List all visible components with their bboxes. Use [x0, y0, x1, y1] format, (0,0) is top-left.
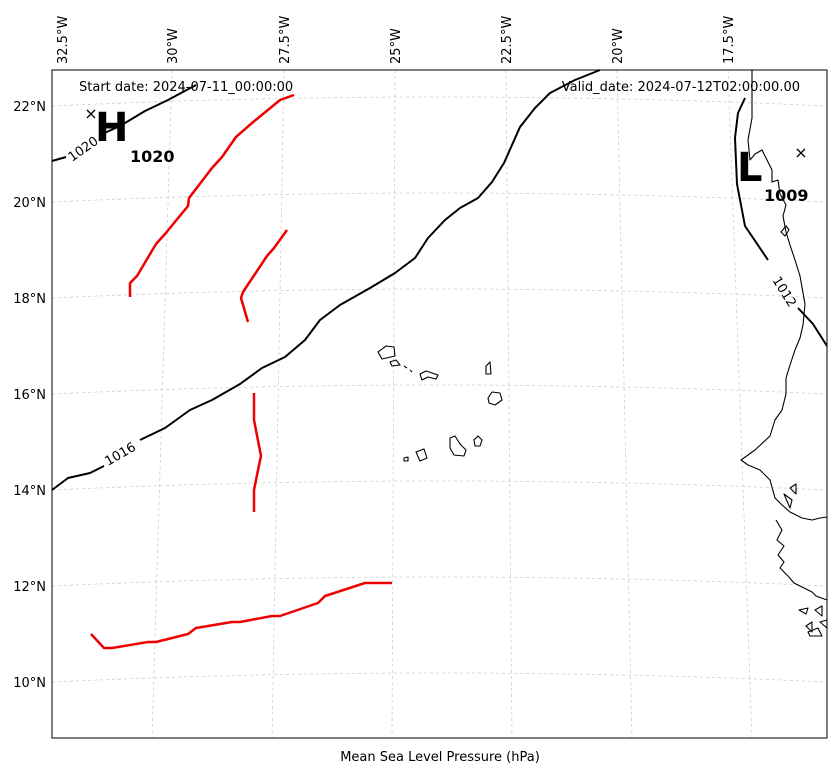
lat-tick-14n: 14°N	[13, 484, 46, 499]
isobar-label-1020: 1020	[66, 134, 102, 165]
island-santiago	[449, 435, 467, 457]
map-caption: Mean Sea Level Pressure (hPa)	[340, 750, 540, 765]
parallel-12n	[51, 576, 828, 587]
fronts	[90, 93, 392, 650]
island-maio	[473, 435, 483, 447]
lat-tick-20n: 20°N	[13, 196, 46, 211]
front-line-4	[90, 581, 392, 650]
isobar-1012	[734, 97, 828, 347]
latitude-tick-labels: 22°N 20°N 18°N 16°N 14°N 12°N 10°N	[13, 100, 46, 691]
low-pressure-symbol: L	[737, 145, 763, 191]
lon-tick-25w: 25°W	[389, 28, 404, 64]
parallel-10n	[51, 672, 828, 683]
front-line-1	[128, 93, 295, 297]
island-sal	[485, 361, 492, 375]
longitude-tick-labels: 32.5°W 30°W 27.5°W 25°W 22.5°W 20°W 17.5…	[56, 16, 737, 64]
island-sao-nicolau	[419, 370, 439, 381]
lat-tick-10n: 10°N	[13, 676, 46, 691]
isobar-1016	[51, 69, 601, 491]
lon-tick-27-5w: 27.5°W	[278, 16, 293, 64]
front-line-2	[239, 229, 289, 323]
lat-tick-12n: 12°N	[13, 580, 46, 595]
parallel-20n	[51, 192, 828, 203]
lon-tick-30w: 30°W	[166, 28, 181, 64]
lon-tick-17-5w: 17.5°W	[722, 16, 737, 64]
island-santa-luzia	[403, 365, 413, 373]
high-pressure-symbol: H	[95, 105, 128, 151]
front-line-3	[252, 393, 263, 512]
parallel-18n	[51, 288, 828, 299]
meridian-25w	[391, 69, 396, 739]
lon-tick-22-5w: 22.5°W	[500, 16, 515, 64]
low-pressure-center: × L 1009	[737, 143, 809, 205]
island-fogo	[415, 448, 428, 462]
valid-date-label: Valid_date: 2024-07-12T02:00:00.00	[562, 80, 800, 95]
map-frame	[51, 69, 828, 739]
parallel-16n	[51, 384, 828, 395]
island-brava	[403, 456, 409, 462]
lat-tick-18n: 18°N	[13, 292, 46, 307]
isobars	[51, 69, 828, 491]
low-pressure-value: 1009	[764, 186, 809, 205]
meridian-22-5w	[505, 69, 513, 739]
lon-tick-20w: 20°W	[611, 28, 626, 64]
parallel-22n	[51, 96, 828, 107]
lon-tick-32-5w: 32.5°W	[56, 16, 71, 64]
africa-coastline	[740, 70, 828, 601]
meridian-20w	[616, 69, 633, 739]
parallel-14n	[51, 480, 828, 491]
start-date-label: Start date: 2024-07-11_00:00:00	[79, 80, 293, 95]
island-sao-vicente	[389, 359, 401, 367]
high-pressure-center: × H 1020	[84, 104, 174, 166]
isobar-label-1016: 1016	[103, 440, 139, 470]
high-center-marker: ×	[84, 104, 97, 123]
lat-tick-16n: 16°N	[13, 388, 46, 403]
island-boa-vista	[487, 391, 503, 406]
lat-tick-22n: 22°N	[13, 100, 46, 115]
island-santo-antao	[377, 345, 396, 360]
isobar-label-1012: 1012	[769, 274, 799, 310]
low-center-marker: ×	[794, 143, 807, 162]
high-pressure-value: 1020	[130, 147, 175, 166]
isobar-1020	[51, 84, 197, 162]
meridian-27-5w	[271, 69, 285, 739]
